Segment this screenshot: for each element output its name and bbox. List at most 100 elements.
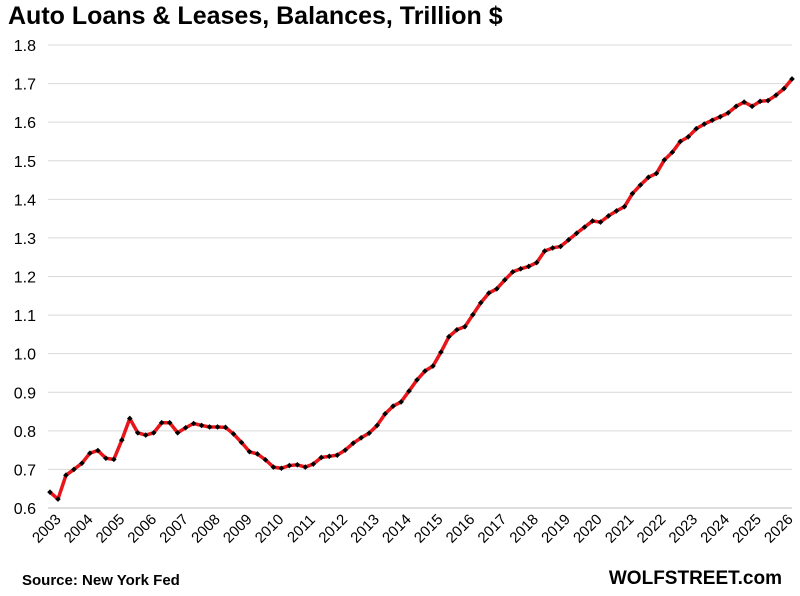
- data-point: [262, 456, 269, 463]
- y-tick-label: 1.1: [14, 308, 36, 325]
- y-tick-label: 1.3: [14, 231, 36, 248]
- y-tick-label: 1.4: [14, 192, 36, 209]
- data-point: [517, 265, 524, 272]
- x-tick-label: 2004: [61, 511, 97, 547]
- x-tick-label: 2009: [220, 511, 256, 547]
- data-point: [246, 448, 253, 455]
- data-point: [334, 452, 341, 458]
- y-tick-label: 1.6: [14, 115, 36, 132]
- data-point: [214, 424, 221, 430]
- x-tick-label: 2025: [729, 511, 765, 547]
- data-point: [286, 462, 293, 469]
- data-point: [182, 424, 189, 431]
- data-point: [111, 456, 117, 463]
- data-point: [206, 424, 213, 430]
- data-point: [95, 447, 101, 454]
- data-point: [501, 277, 508, 283]
- data-point: [142, 432, 149, 438]
- data-point: [597, 219, 604, 225]
- data-point: [765, 97, 771, 104]
- y-tick-label: 1.2: [14, 270, 36, 287]
- x-tick-label: 2021: [602, 511, 638, 547]
- data-point: [358, 434, 364, 441]
- x-tick-label: 2014: [379, 511, 415, 547]
- data-point: [525, 263, 532, 270]
- data-point: [103, 455, 109, 462]
- source-label: Source: New York Fed: [22, 572, 180, 589]
- x-tick-label: 2016: [443, 511, 479, 547]
- data-point: [134, 429, 141, 436]
- data-point: [589, 218, 596, 224]
- y-tick-label: 1.8: [14, 38, 36, 55]
- x-tick-label: 2020: [570, 511, 606, 547]
- data-point: [294, 461, 301, 468]
- data-point: [637, 182, 644, 188]
- data-point: [382, 411, 388, 417]
- data-point: [71, 466, 77, 473]
- data-point: [741, 99, 747, 105]
- x-tick-label: 2007: [156, 511, 192, 547]
- data-point: [621, 203, 628, 210]
- x-tick-label: 2008: [188, 511, 224, 547]
- data-point: [87, 450, 93, 457]
- data-point: [717, 113, 723, 120]
- y-tick-label: 0.6: [14, 501, 36, 518]
- data-point: [230, 431, 237, 437]
- series-auto-loans: [48, 77, 794, 501]
- x-tick-label: 2012: [315, 511, 351, 547]
- series-line: [48, 77, 794, 501]
- x-tick-label: 2018: [506, 511, 542, 547]
- data-point: [422, 368, 428, 374]
- data-point: [454, 326, 460, 333]
- chart-title: Auto Loans & Leases, Balances, Trillion …: [8, 2, 503, 30]
- data-point: [573, 230, 580, 237]
- data-point: [158, 419, 165, 426]
- data-point: [55, 496, 61, 502]
- brand-label: WOLFSTREET.com: [608, 568, 782, 589]
- data-point: [669, 149, 676, 156]
- x-tick-label: 2022: [634, 511, 670, 547]
- data-point: [725, 110, 731, 116]
- data-point: [79, 460, 85, 467]
- y-tick-label: 1.7: [14, 77, 36, 94]
- data-point: [398, 399, 404, 405]
- data-point: [486, 290, 492, 296]
- x-tick-label: 2023: [666, 511, 702, 547]
- data-point: [701, 121, 708, 127]
- data-point: [406, 388, 412, 394]
- data-point: [478, 299, 484, 306]
- data-point: [773, 92, 779, 98]
- x-tick-label: 2017: [475, 511, 511, 547]
- y-tick-label: 0.7: [14, 462, 36, 479]
- data-point: [749, 103, 755, 110]
- x-tick-label: 2024: [697, 511, 733, 547]
- data-point: [390, 403, 396, 409]
- x-tick-label: 2013: [347, 511, 383, 547]
- x-tick-label: 2026: [761, 511, 797, 547]
- data-point: [63, 472, 69, 479]
- data-point: [462, 323, 468, 330]
- data-point: [470, 311, 476, 318]
- data-point: [278, 465, 285, 472]
- x-tick-label: 2005: [93, 511, 129, 547]
- data-point: [414, 377, 420, 383]
- data-point: [581, 224, 588, 230]
- data-point: [198, 422, 205, 429]
- data-point: [549, 245, 556, 251]
- data-point: [789, 76, 795, 82]
- data-point: [126, 415, 133, 422]
- y-axis-tick-labels: 0.6 0.7 0.8 0.9 1.0 1.1 1.2 1.3 1.4 1.5 1.6 1.7 1.8: [14, 38, 36, 518]
- data-point: [613, 208, 620, 214]
- data-point: [150, 429, 157, 436]
- x-tick-label: 2015: [411, 511, 447, 547]
- data-point: [757, 98, 763, 105]
- data-point: [47, 489, 53, 495]
- data-point: [342, 447, 349, 453]
- data-point: [310, 461, 317, 467]
- x-axis-tick-labels: 2003200420052006200720082009201020112012…: [29, 511, 797, 547]
- data-point: [374, 422, 380, 429]
- data-point: [557, 243, 564, 250]
- data-point: [565, 237, 572, 243]
- gridlines: [48, 44, 792, 509]
